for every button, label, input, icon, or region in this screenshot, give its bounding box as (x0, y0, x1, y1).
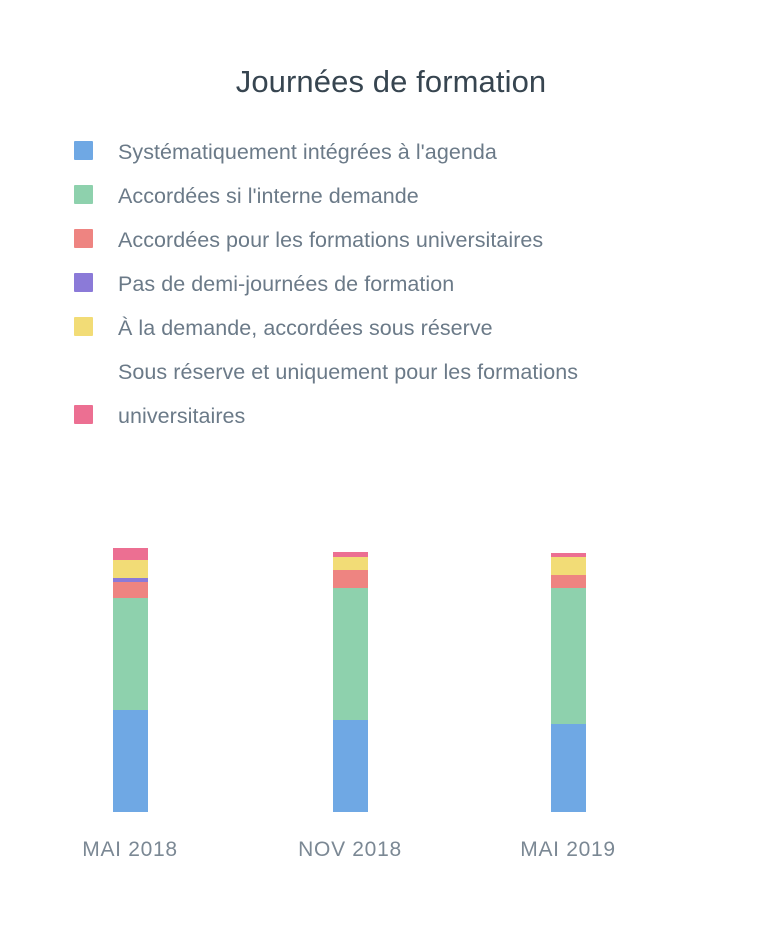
bar-segment[interactable] (333, 570, 368, 588)
legend-swatch-systematiquement (74, 141, 93, 160)
bar-segment[interactable] (551, 557, 586, 575)
bar-segment[interactable] (113, 582, 148, 598)
bar-segment[interactable] (113, 578, 148, 582)
legend-item[interactable]: Accordées pour les formations universita… (74, 218, 764, 262)
stacked-bar[interactable] (551, 553, 586, 812)
legend-item-label: Systématiquement intégrées à l'agenda (118, 140, 497, 164)
legend-swatch-a-la-demande (74, 317, 93, 336)
stacked-bar[interactable] (113, 548, 148, 812)
legend-swatch-accordees-interne (74, 185, 93, 204)
stacked-bar[interactable] (333, 552, 368, 812)
bar-segment[interactable] (113, 598, 148, 710)
bar-segment[interactable] (113, 710, 148, 812)
bar-segment[interactable] (551, 588, 586, 724)
legend-item[interactable]: Sous réserve et uniquement pour les form… (74, 350, 764, 438)
bar-group-1[interactable] (333, 552, 368, 812)
bar-segment[interactable] (333, 588, 368, 720)
bar-group-0[interactable] (113, 548, 148, 812)
bar-segment[interactable] (333, 720, 368, 812)
legend-item[interactable]: Accordées si l'interne demande (74, 174, 764, 218)
legend-item-label: Sous réserve et uniquement pour les form… (118, 360, 579, 428)
bar-segment[interactable] (113, 560, 148, 578)
legend-item-label: À la demande, accordées sous réserve (118, 316, 493, 340)
legend-item[interactable]: Pas de demi-journées de formation (74, 262, 764, 306)
bar-segment[interactable] (551, 575, 586, 588)
bar-segment[interactable] (551, 553, 586, 557)
legend-swatch-accordees-universitaires (74, 229, 93, 248)
legend-item[interactable]: Systématiquement intégrées à l'agenda (74, 130, 764, 174)
chart-title: Journées de formation (235, 64, 547, 99)
bar-segment[interactable] (333, 557, 368, 570)
legend-swatch-sous-reserve-universitaires (74, 405, 93, 424)
legend-swatch-pas-de-demi-journees (74, 273, 93, 292)
legend-item-label: Accordées si l'interne demande (118, 184, 419, 208)
legend-item-label: Pas de demi-journées de formation (118, 272, 455, 296)
bar-segment[interactable] (113, 548, 148, 560)
legend-item-label: Accordées pour les formations universita… (118, 228, 544, 252)
bar-segment[interactable] (551, 724, 586, 812)
bar-segment[interactable] (333, 552, 368, 557)
x-tick-label-0: MAI 2018 (82, 838, 178, 861)
bar-group-2[interactable] (551, 553, 586, 812)
x-tick-label-1: NOV 2018 (298, 838, 402, 861)
legend-item[interactable]: À la demande, accordées sous réserve (74, 306, 764, 350)
x-tick-label-2: MAI 2019 (520, 838, 616, 861)
chart-legend: Systématiquement intégrées à l'agenda Ac… (74, 130, 764, 438)
